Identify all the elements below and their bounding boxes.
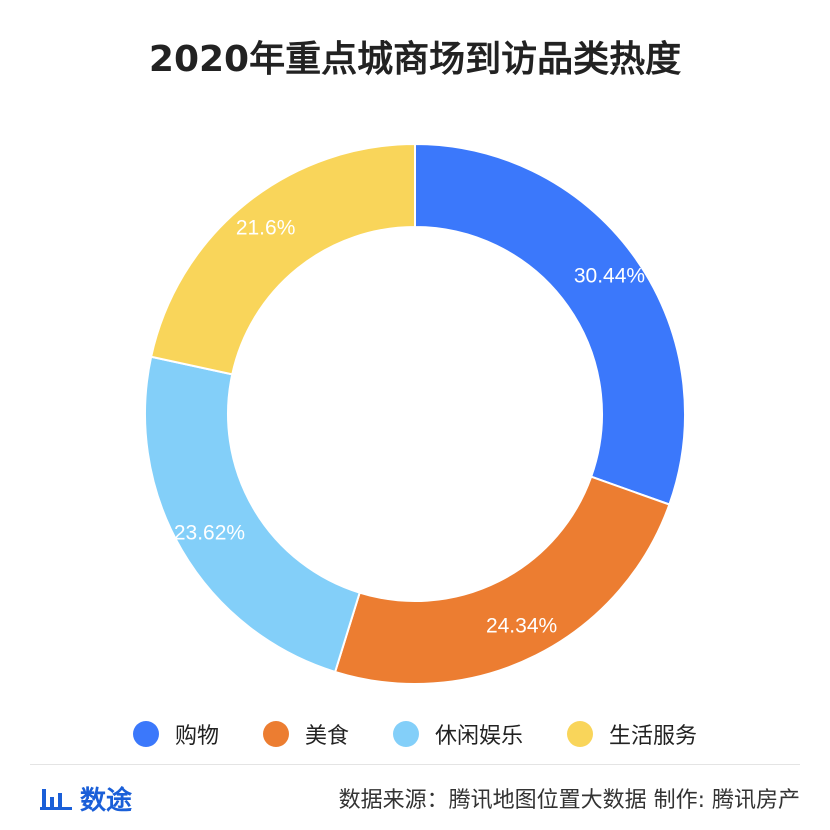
donut-slices (144, 142, 686, 685)
donut-slice[interactable] (149, 142, 416, 376)
brand-logo: 数途 (40, 780, 132, 817)
brand-name: 数途 (80, 785, 133, 816)
donut-chart: 30.44% 24.34% 23.62% 21.6% (144, 142, 686, 685)
chart-title: 2020年重点城商场到访品类热度 (148, 39, 682, 80)
donut-labels: 30.44% 24.34% 23.62% 21.6% (174, 216, 645, 637)
legend-dot (262, 721, 289, 747)
donut-slice[interactable] (333, 475, 671, 685)
bar-chart-icon (40, 789, 72, 810)
slice-label: 30.44% (574, 264, 645, 287)
data-source: 数据来源：腾讯地图位置大数据 制作: 腾讯房产 (338, 788, 800, 813)
legend-dot (132, 721, 159, 747)
legend-dot (393, 721, 419, 747)
legend-item[interactable]: 美食 (262, 718, 349, 750)
legend-label: 休闲娱乐 (435, 724, 524, 749)
footer-divider (30, 764, 800, 765)
chart-legend: 购物 美食 休闲娱乐 生活服务 (0, 718, 830, 750)
legend-label: 美食 (304, 724, 349, 749)
slice-label: 24.34% (486, 614, 557, 637)
donut-slice[interactable] (144, 355, 361, 674)
footer: 数途 数据来源：腾讯地图位置大数据 制作: 腾讯房产 (40, 775, 800, 821)
legend-item[interactable]: 休闲娱乐 (393, 718, 523, 750)
slice-label: 21.6% (236, 216, 296, 239)
donut-slice[interactable] (414, 142, 686, 506)
legend-item[interactable]: 购物 (132, 718, 219, 750)
slice-label: 23.62% (174, 522, 245, 545)
legend-dot (567, 721, 594, 747)
legend-label: 生活服务 (609, 724, 698, 749)
legend-item[interactable]: 生活服务 (567, 718, 697, 750)
legend-label: 购物 (174, 724, 219, 749)
